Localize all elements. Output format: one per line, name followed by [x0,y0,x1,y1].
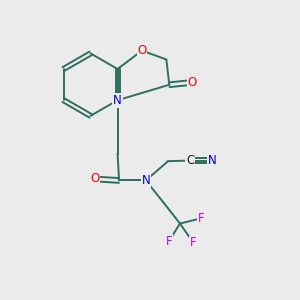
Text: F: F [198,212,205,225]
Text: N: N [113,94,122,107]
Text: O: O [188,76,197,89]
Text: N: N [207,154,216,167]
Text: F: F [165,235,172,248]
Text: N: N [141,174,150,187]
Text: O: O [90,172,99,185]
Text: F: F [190,236,197,249]
Text: O: O [137,44,147,57]
Text: C: C [186,154,194,167]
